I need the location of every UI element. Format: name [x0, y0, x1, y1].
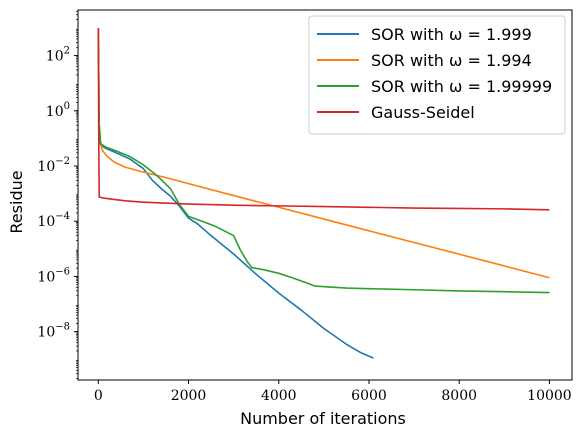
legend-entry: SOR with ω = 1.99999 [371, 77, 552, 96]
x-tick-label: 0 [94, 388, 103, 404]
x-tick-label: 10000 [527, 388, 572, 404]
y-tick-label: 10−2 [37, 156, 70, 175]
x-axis-label: Number of iterations [240, 409, 406, 428]
series-line-3 [97, 27, 550, 211]
legend-entry: SOR with ω = 1.994 [371, 51, 532, 70]
y-tick-label: 102 [46, 46, 70, 65]
y-tick-label: 10−4 [37, 211, 70, 230]
axes-layer: 0 2000 4000 6000 8000 10000 102 100 10−2 10−4 10−6… [37, 9, 573, 404]
series-line-2 [97, 27, 550, 294]
legend: SOR with ω = 1.999 SOR with ω = 1.994 SOR … [308, 15, 566, 135]
legend-entry: Gauss-Seidel [371, 103, 475, 122]
x-tick-label: 4000 [261, 388, 297, 404]
x-tick-label: 2000 [171, 388, 207, 404]
y-tick-label: 100 [46, 101, 70, 120]
y-tick-label: 10−8 [37, 322, 70, 341]
legend-box [308, 15, 566, 135]
x-tick-label: 8000 [441, 388, 477, 404]
legend-entry: SOR with ω = 1.999 [371, 25, 532, 44]
y-axis-label: Residue [7, 170, 26, 233]
y-tick-label: 10−6 [37, 266, 70, 285]
series-line-1 [97, 27, 550, 279]
x-tick-label: 6000 [351, 388, 387, 404]
series-line-0 [97, 27, 374, 359]
series-layer [97, 27, 550, 359]
